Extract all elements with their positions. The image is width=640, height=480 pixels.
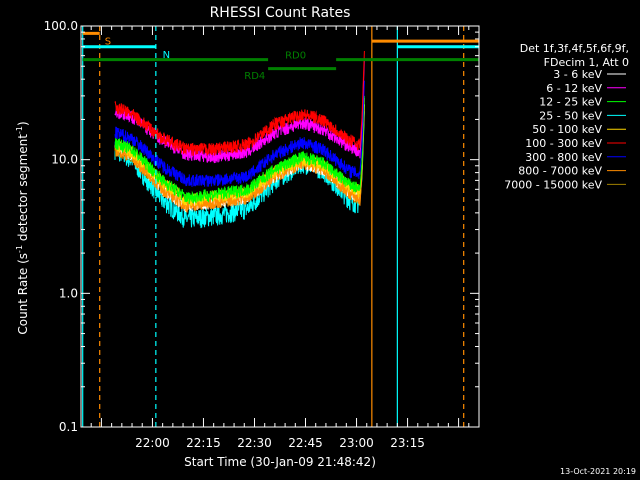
legend-entry: 800 - 7000 keV	[518, 165, 602, 178]
y-axis-title: Count Rate (s-1 detector segment-1)	[15, 121, 30, 334]
legend-header: Det 1f,3f,4f,5f,6f,9f,	[520, 42, 629, 55]
legend-entry: 300 - 800 keV	[525, 151, 602, 164]
y-tick-label: 0.1	[59, 420, 78, 434]
annotation-layer: S N RD4 RD0	[82, 26, 479, 427]
x-tick-label: 22:30	[237, 436, 272, 450]
legend-entry: 3 - 6 keV	[553, 68, 602, 81]
legend-entry: 50 - 100 keV	[532, 123, 602, 136]
axes: 0.1 1.0 10.0 100.0 22:00 22:15 22:30 22:45 23:00…	[44, 19, 480, 450]
legend-header: FDecim 1, Att 0	[544, 56, 629, 69]
x-tick-label: 22:00	[135, 436, 170, 450]
chart-title: RHESSI Count Rates	[210, 5, 351, 21]
y-tick-label: 100.0	[44, 19, 78, 33]
series-line	[114, 95, 365, 205]
plot-frame	[80, 25, 480, 428]
legend-entry: 25 - 50 keV	[539, 109, 602, 122]
legend-entry: 12 - 25 keV	[539, 96, 602, 109]
legend-entry: 7000 - 15000 keV	[504, 178, 602, 191]
timestamp: 13-Oct-2021 20:19	[560, 467, 636, 476]
legend: Det 1f,3f,4f,5f,6f,9f,FDecim 1, Att 03 -…	[504, 42, 629, 191]
x-tick-label: 22:15	[186, 436, 221, 450]
legend-entry: 100 - 300 keV	[525, 137, 602, 150]
x-tick-label: 22:45	[288, 436, 323, 450]
x-axis-title: Start Time (30-Jan-09 21:48:42)	[184, 455, 376, 469]
interval-label: N	[163, 50, 170, 61]
interval-label: S	[105, 36, 111, 47]
legend-entry: 6 - 12 keV	[546, 82, 602, 95]
interval-label: RD0	[285, 51, 306, 62]
x-tick-label: 23:00	[339, 436, 374, 450]
interval-label: RD4	[244, 71, 265, 82]
y-tick-label: 1.0	[59, 286, 78, 300]
y-tick-label: 10.0	[51, 153, 78, 167]
x-tick-label: 23:15	[390, 436, 425, 450]
series-line	[114, 80, 365, 188]
